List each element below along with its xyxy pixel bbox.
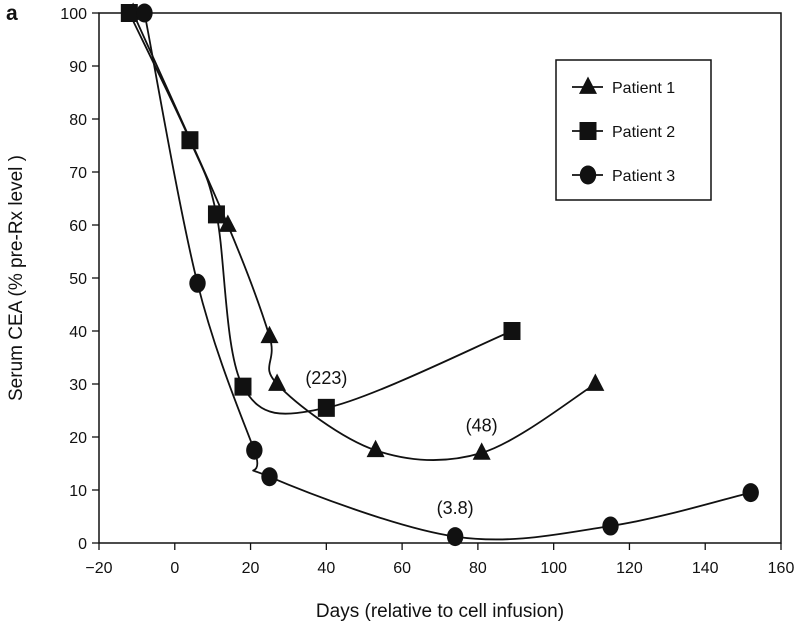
y-axis-label: Serum CEA (% pre-Rx level ) (6, 155, 27, 401)
y-tick-label: 90 (69, 59, 87, 76)
data-point-square (207, 205, 225, 224)
data-point-square (317, 398, 335, 417)
data-point-square (181, 131, 199, 150)
legend-label: Patient 3 (612, 168, 675, 185)
data-point-triangle (366, 439, 385, 458)
x-tick-label: 120 (616, 560, 643, 577)
y-tick-label: 40 (69, 324, 87, 341)
data-point-square (120, 4, 138, 22)
data-point-circle (602, 516, 619, 536)
legend-marker-square (579, 122, 597, 140)
x-tick-label: 40 (317, 560, 335, 577)
data-point-circle (446, 527, 464, 547)
x-tick-label: 80 (469, 560, 487, 577)
y-tick-label: 30 (69, 377, 87, 394)
panel-label: a (6, 2, 18, 25)
x-axis: −20 0 20 40 60 80 100 120 140 160 (85, 543, 794, 577)
annotation-label: (3.8) (437, 498, 474, 518)
y-tick-label: 80 (69, 112, 87, 129)
y-tick-label: 10 (69, 483, 87, 500)
y-tick-label: 0 (78, 536, 87, 553)
data-point-triangle (586, 373, 605, 391)
x-tick-label: −20 (85, 560, 112, 577)
y-tick-label: 70 (69, 165, 87, 182)
y-tick-label: 50 (69, 271, 87, 288)
y-axis: 0 10 20 30 40 50 60 70 80 90 100 (60, 6, 99, 553)
series-line-1 (132, 12, 596, 461)
data-point-triangle (472, 442, 491, 460)
y-tick-label: 100 (60, 6, 87, 23)
data-point-circle (189, 273, 206, 293)
data-point-triangle (260, 325, 279, 344)
series-markers (120, 2, 759, 547)
y-tick-label: 20 (69, 430, 87, 447)
x-tick-label: 160 (768, 560, 795, 577)
legend: Patient 1 Patient 2 Patient 3 (555, 59, 712, 201)
legend-marker-triangle (579, 76, 597, 94)
x-tick-label: 140 (692, 560, 719, 577)
annotations: (223) (48) (3.8) (305, 368, 497, 518)
data-point-square (503, 322, 521, 340)
annotation-label: (223) (305, 368, 347, 388)
y-tick-label: 60 (69, 218, 87, 235)
data-point-circle (742, 483, 759, 503)
legend-label: Patient 1 (612, 80, 675, 97)
data-point-circle (261, 467, 278, 487)
data-point-triangle (268, 373, 287, 391)
legend-label: Patient 2 (612, 124, 675, 141)
data-point-circle (246, 440, 263, 460)
annotation-label: (48) (466, 416, 498, 436)
x-tick-label: 0 (170, 560, 179, 577)
data-point-triangle (218, 214, 237, 232)
x-tick-label: 60 (393, 560, 411, 577)
x-tick-label: 20 (242, 560, 260, 577)
legend-marker-circle (579, 165, 597, 185)
data-point-square (234, 377, 252, 396)
x-axis-label: Days (relative to cell infusion) (316, 601, 564, 622)
data-point-circle (136, 3, 153, 23)
series-line-2 (128, 12, 513, 415)
x-tick-label: 100 (540, 560, 567, 577)
